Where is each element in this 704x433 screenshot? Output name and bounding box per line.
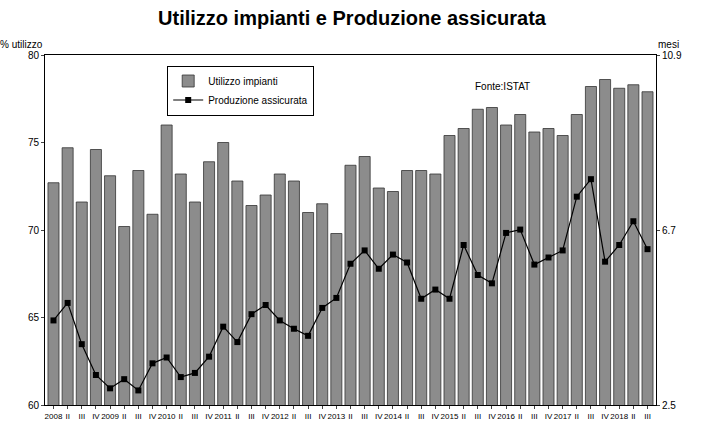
svg-text:10.9: 10.9 [662,50,682,61]
svg-text:2009: 2009 [101,412,119,421]
svg-text:% utilizzo: % utilizzo [0,39,43,50]
svg-text:IV: IV [432,412,440,421]
svg-text:II: II [122,412,126,421]
svg-text:IV: IV [149,412,157,421]
svg-text:III: III [248,412,255,421]
svg-text:60: 60 [28,400,40,411]
svg-text:II: II [405,412,409,421]
svg-text:Utilizzo impianti e Produzione: Utilizzo impianti e Produzione assicurat… [158,7,547,29]
svg-text:II: II [631,412,635,421]
svg-text:III: III [305,412,312,421]
svg-text:II: II [348,412,352,421]
svg-text:75: 75 [28,137,40,148]
svg-text:III: III [361,412,368,421]
svg-text:III: III [644,412,651,421]
svg-text:IV: IV [262,412,270,421]
svg-text:2016: 2016 [497,412,515,421]
svg-text:2015: 2015 [441,412,459,421]
svg-text:IV: IV [92,412,100,421]
svg-text:2014: 2014 [384,412,402,421]
svg-text:Utilizzo impianti: Utilizzo impianti [208,76,277,87]
svg-text:II: II [65,412,69,421]
svg-text:III: III [531,412,538,421]
svg-text:II: II [179,412,183,421]
svg-text:III: III [135,412,142,421]
svg-text:IV: IV [318,412,326,421]
svg-text:IV: IV [488,412,496,421]
svg-text:II: II [461,412,465,421]
svg-text:IV: IV [375,412,383,421]
svg-text:2012: 2012 [271,412,289,421]
svg-text:2008: 2008 [45,412,63,421]
svg-text:2017: 2017 [554,412,572,421]
svg-text:IV: IV [545,412,553,421]
svg-text:2018: 2018 [610,412,628,421]
svg-text:III: III [78,412,85,421]
svg-text:III: III [474,412,481,421]
svg-text:III: III [418,412,425,421]
svg-text:Fonte:ISTAT: Fonte:ISTAT [475,81,530,92]
svg-text:IV: IV [601,412,609,421]
svg-text:II: II [292,412,296,421]
svg-text:2.5: 2.5 [662,400,676,411]
svg-text:III: III [588,412,595,421]
svg-text:6.7: 6.7 [662,225,676,236]
svg-text:2013: 2013 [327,412,345,421]
svg-text:mesi: mesi [658,39,679,50]
svg-text:70: 70 [28,225,40,236]
svg-text:Produzione assicurata: Produzione assicurata [208,95,307,106]
svg-text:2010: 2010 [158,412,176,421]
svg-text:II: II [518,412,522,421]
svg-text:III: III [192,412,199,421]
svg-text:80: 80 [28,50,40,61]
svg-text:II: II [575,412,579,421]
svg-text:II: II [235,412,239,421]
svg-text:IV: IV [205,412,213,421]
svg-text:65: 65 [28,312,40,323]
svg-text:2011: 2011 [215,412,233,421]
